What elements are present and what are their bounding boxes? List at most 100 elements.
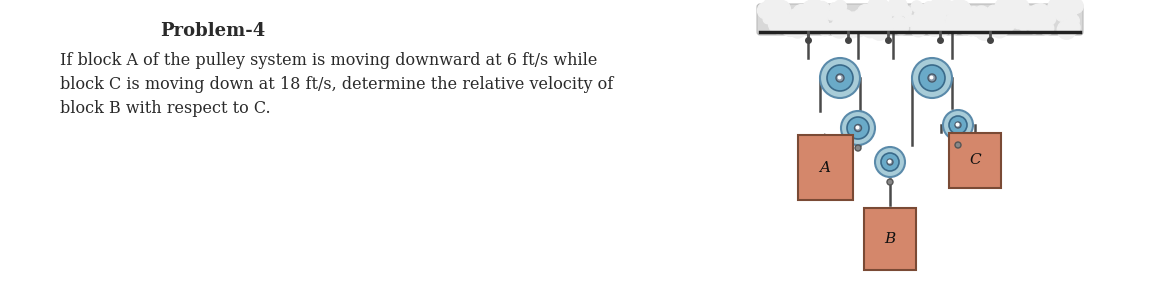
Circle shape	[1042, 20, 1052, 30]
Circle shape	[1040, 21, 1054, 35]
Circle shape	[1012, 0, 1028, 16]
Circle shape	[991, 7, 1007, 24]
Circle shape	[881, 153, 899, 171]
Circle shape	[773, 11, 787, 25]
Circle shape	[872, 1, 892, 21]
Circle shape	[856, 10, 873, 26]
Circle shape	[872, 15, 890, 33]
Circle shape	[955, 142, 961, 148]
Circle shape	[793, 20, 808, 36]
Circle shape	[886, 23, 894, 32]
Circle shape	[790, 22, 805, 38]
Circle shape	[1034, 12, 1049, 27]
Circle shape	[1058, 21, 1076, 39]
Circle shape	[1030, 4, 1046, 21]
Circle shape	[1059, 3, 1069, 14]
Circle shape	[844, 20, 858, 33]
Text: B: B	[885, 232, 895, 246]
Circle shape	[1026, 10, 1037, 20]
Circle shape	[918, 65, 945, 91]
Circle shape	[916, 14, 934, 32]
Circle shape	[792, 7, 806, 21]
Circle shape	[920, 12, 929, 20]
Circle shape	[830, 19, 849, 38]
Circle shape	[860, 6, 868, 14]
Circle shape	[1060, 0, 1076, 14]
Circle shape	[929, 0, 945, 16]
Circle shape	[887, 179, 893, 185]
Circle shape	[782, 11, 790, 19]
Circle shape	[952, 24, 962, 33]
Circle shape	[954, 7, 968, 20]
Circle shape	[987, 7, 996, 16]
Circle shape	[915, 24, 927, 35]
Circle shape	[820, 58, 860, 98]
Circle shape	[943, 110, 973, 140]
Circle shape	[834, 10, 854, 29]
Circle shape	[853, 9, 872, 28]
Circle shape	[769, 8, 785, 24]
Circle shape	[918, 5, 931, 18]
Circle shape	[954, 3, 972, 23]
Circle shape	[851, 20, 867, 37]
Circle shape	[1066, 15, 1078, 28]
Circle shape	[782, 24, 790, 33]
Circle shape	[764, 13, 775, 24]
Circle shape	[923, 16, 931, 25]
Circle shape	[977, 16, 989, 28]
Circle shape	[940, 0, 955, 15]
Circle shape	[984, 14, 999, 30]
Circle shape	[1010, 3, 1021, 14]
Circle shape	[826, 23, 834, 32]
Circle shape	[812, 14, 825, 26]
Circle shape	[1007, 2, 1026, 20]
Circle shape	[1035, 11, 1052, 27]
Circle shape	[1021, 7, 1037, 22]
Circle shape	[796, 9, 812, 27]
Circle shape	[854, 124, 861, 131]
Circle shape	[969, 7, 979, 17]
Circle shape	[904, 15, 916, 26]
Circle shape	[955, 122, 961, 128]
Text: block C is moving down at 18 ft/s, determine the relative velocity of: block C is moving down at 18 ft/s, deter…	[60, 76, 613, 93]
Circle shape	[855, 145, 861, 151]
Circle shape	[849, 12, 858, 20]
Circle shape	[1033, 4, 1048, 20]
Circle shape	[874, 8, 888, 22]
Circle shape	[780, 18, 799, 36]
Circle shape	[957, 13, 966, 22]
Circle shape	[894, 21, 908, 35]
Circle shape	[966, 26, 976, 36]
Circle shape	[997, 0, 1016, 17]
Circle shape	[1058, 1, 1075, 19]
Circle shape	[996, 9, 1014, 27]
Circle shape	[1057, 11, 1067, 21]
Circle shape	[949, 116, 966, 134]
Circle shape	[987, 5, 999, 16]
Circle shape	[901, 6, 911, 16]
Circle shape	[814, 16, 828, 31]
Circle shape	[1033, 7, 1051, 24]
Circle shape	[834, 24, 844, 34]
Circle shape	[863, 4, 882, 22]
Circle shape	[914, 10, 928, 23]
Circle shape	[768, 12, 783, 27]
Circle shape	[928, 1, 941, 14]
Circle shape	[924, 2, 934, 11]
Circle shape	[858, 6, 875, 23]
Circle shape	[870, 8, 879, 16]
Circle shape	[763, 0, 780, 16]
Circle shape	[887, 159, 893, 165]
Circle shape	[911, 22, 925, 37]
FancyBboxPatch shape	[757, 4, 1083, 35]
Circle shape	[947, 3, 955, 13]
Circle shape	[827, 11, 835, 20]
Text: If block A of the pulley system is moving downward at 6 ft/s while: If block A of the pulley system is movin…	[60, 52, 598, 69]
Circle shape	[954, 18, 963, 27]
Circle shape	[869, 12, 879, 21]
Circle shape	[994, 17, 1004, 26]
Circle shape	[1067, 14, 1079, 27]
Circle shape	[1051, 0, 1069, 16]
Bar	[798, 135, 853, 200]
Circle shape	[847, 117, 869, 139]
